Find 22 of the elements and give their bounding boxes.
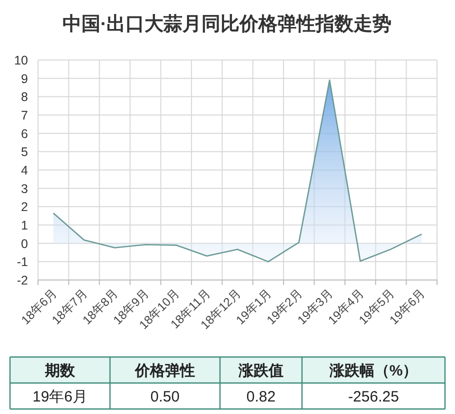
y-tick-label: -1 — [16, 255, 28, 270]
y-tick-label: 1 — [21, 218, 28, 232]
text: 价格弹性 — [134, 362, 195, 380]
chart-title: 中国·出口大蒜月同比价格弹性指数走势 — [62, 13, 392, 35]
text: 涨跌幅（%） — [328, 362, 418, 380]
y-tick-label: 9 — [21, 72, 28, 86]
y-tick-label: 8 — [21, 90, 28, 104]
text: 涨跌值 — [238, 362, 284, 380]
y-tick-label: 0 — [21, 236, 28, 251]
y-tick-label: 4 — [21, 164, 28, 178]
y-tick-label: 5 — [21, 145, 28, 160]
y-tick-label: -2 — [16, 274, 28, 288]
y-tick-label: 2 — [21, 200, 28, 214]
text: 期数 — [44, 362, 76, 380]
y-tick-label: 10 — [14, 54, 28, 68]
y-tick-label: 6 — [21, 126, 28, 141]
text: 0.82 — [246, 388, 276, 406]
text: 19年6月 — [32, 388, 88, 406]
y-tick-label: 3 — [21, 182, 28, 196]
text: -256.25 — [348, 388, 399, 406]
text: 0.50 — [150, 388, 180, 406]
y-tick-label: 7 — [21, 108, 28, 122]
